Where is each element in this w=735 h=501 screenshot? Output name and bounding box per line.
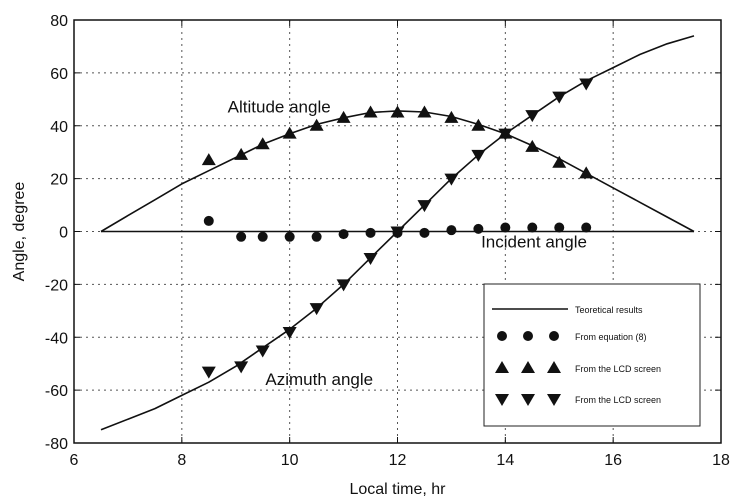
y-tick-label: -40	[45, 330, 68, 347]
annotation-incident-angle: Incident angle	[481, 232, 587, 251]
data-point-triangle-down	[282, 326, 297, 339]
legend-symbol-triangle-up	[495, 361, 509, 373]
x-tick-label: 14	[496, 452, 514, 469]
data-point-circle	[527, 222, 538, 233]
y-tick-label: 40	[50, 119, 68, 136]
data-point-circle	[257, 231, 268, 242]
data-point-triangle-down	[579, 78, 594, 91]
data-point-circle	[311, 231, 322, 242]
data-point-circle	[581, 222, 592, 233]
data-point-triangle-down	[336, 279, 351, 292]
marker-layer	[201, 78, 594, 379]
legend-symbol-circle	[523, 331, 533, 341]
legend-symbols	[492, 308, 568, 406]
y-axis-label: Angle, degree	[11, 182, 28, 282]
legend-label-theoretical: Teoretical results	[575, 305, 643, 315]
legend-symbol-circle	[497, 331, 507, 341]
data-point-triangle-up	[363, 105, 378, 118]
data-point-triangle-down	[309, 303, 324, 316]
data-point-circle	[203, 215, 214, 226]
y-tick-label: 20	[50, 172, 68, 189]
legend-symbol-triangle-up	[521, 361, 535, 373]
data-point-circle	[338, 229, 349, 240]
legend-label-lcd-up: From the LCD screen	[575, 364, 661, 374]
legend: Teoretical results From equation (8) Fro…	[483, 283, 701, 427]
y-tick-label: 60	[50, 66, 68, 83]
y-tick-label: -80	[45, 436, 68, 453]
data-point-triangle-down	[255, 345, 270, 358]
data-point-circle	[284, 231, 295, 242]
data-point-triangle-up	[390, 105, 405, 118]
x-tick-label: 6	[70, 452, 79, 469]
legend-symbol-triangle-down	[547, 394, 561, 406]
data-point-triangle-down	[417, 200, 432, 213]
data-point-circle	[419, 227, 430, 238]
data-point-triangle-up	[471, 118, 486, 131]
legend-label-equation: From equation (8)	[575, 332, 647, 342]
legend-symbol-triangle-up	[547, 361, 561, 373]
x-tick-label: 10	[281, 452, 299, 469]
annotation-azimuth-angle: Azimuth angle	[265, 370, 373, 389]
tick-marks	[73, 19, 722, 444]
data-point-triangle-up	[417, 105, 432, 118]
data-point-triangle-down	[234, 361, 249, 374]
data-point-triangle-down	[363, 252, 378, 265]
x-tick-label: 16	[604, 452, 622, 469]
data-point-circle	[500, 222, 511, 233]
legend-symbol-circle	[549, 331, 559, 341]
legend-symbol-triangle-down	[495, 394, 509, 406]
data-point-triangle-up	[255, 137, 270, 150]
data-point-triangle-down	[444, 173, 459, 186]
data-point-triangle-up	[201, 153, 216, 166]
x-tick-label: 18	[712, 452, 730, 469]
data-point-triangle-up	[309, 118, 324, 131]
data-point-triangle-down	[552, 91, 567, 104]
data-point-circle	[473, 223, 484, 234]
annotation-altitude-angle: Altitude angle	[228, 98, 331, 117]
data-point-triangle-down	[498, 128, 513, 141]
data-point-triangle-down	[471, 149, 486, 162]
data-point-triangle-up	[282, 126, 297, 139]
data-point-triangle-down	[201, 366, 216, 379]
y-tick-label: -60	[45, 383, 68, 400]
y-tick-label: 0	[59, 225, 68, 242]
data-point-triangle-up	[444, 110, 459, 123]
data-point-triangle-up	[579, 166, 594, 179]
data-point-circle	[554, 222, 565, 233]
legend-label-lcd-down: From the LCD screen	[575, 395, 661, 405]
x-tick-label: 8	[177, 452, 186, 469]
y-tick-label: 80	[50, 13, 68, 30]
data-point-triangle-up	[234, 147, 249, 160]
legend-box	[483, 283, 701, 427]
data-point-circle	[236, 231, 247, 242]
data-point-triangle-up	[336, 110, 351, 123]
data-point-circle	[365, 227, 376, 238]
legend-symbol-triangle-down	[521, 394, 535, 406]
data-point-circle	[446, 225, 457, 236]
x-axis-label: Local time, hr	[349, 481, 446, 498]
tick-labels: 6 8 10 12 14 16 18 -80 -60 -40 -20 0 20 40 60 80	[45, 13, 730, 469]
data-point-triangle-up	[525, 139, 540, 152]
y-tick-label: -20	[45, 277, 68, 294]
data-point-triangle-down	[390, 226, 405, 239]
x-tick-label: 12	[389, 452, 407, 469]
data-point-triangle-up	[552, 155, 567, 168]
data-point-triangle-down	[525, 110, 540, 123]
